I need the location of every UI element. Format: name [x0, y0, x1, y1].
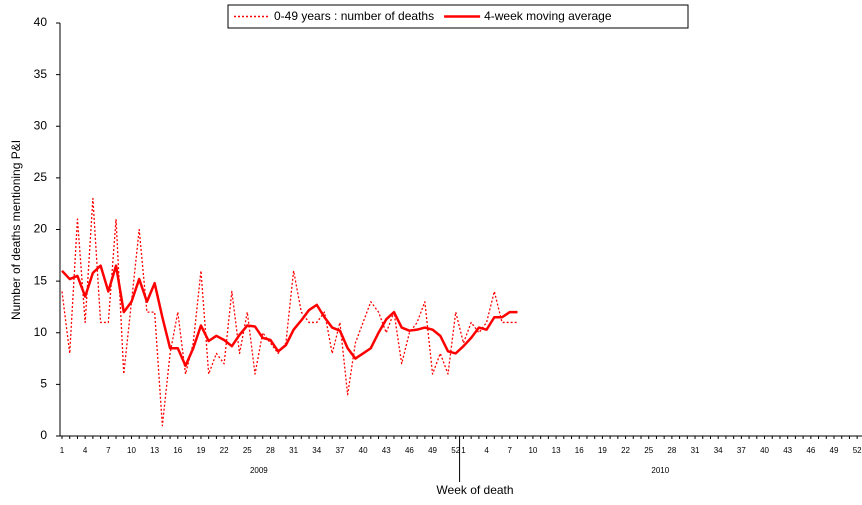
- x-tick-label: 37: [335, 446, 344, 455]
- x-tick-label: 22: [621, 446, 630, 455]
- x-tick-label: 16: [173, 446, 182, 455]
- x-tick-label: 4: [484, 446, 489, 455]
- x-tick-label: 46: [405, 446, 414, 455]
- y-tick-label: 40: [34, 15, 48, 29]
- y-tick-label: 25: [34, 170, 48, 184]
- x-tick-label: 19: [598, 446, 607, 455]
- x-tick-label: 40: [359, 446, 368, 455]
- x-group-label: 2009: [250, 466, 268, 475]
- x-tick-label: 25: [243, 446, 252, 455]
- x-tick-label: 28: [667, 446, 676, 455]
- x-tick-label: 43: [783, 446, 792, 455]
- x-tick-label: 31: [289, 446, 298, 455]
- x-tick-label: 25: [644, 446, 653, 455]
- legend-label: 0-49 years : number of deaths: [274, 9, 434, 23]
- x-tick-label: 43: [382, 446, 391, 455]
- x-axis-title: Week of death: [436, 483, 513, 497]
- x-tick-label: 7: [106, 446, 111, 455]
- x-tick-label: 34: [312, 446, 321, 455]
- x-tick-label: 37: [737, 446, 746, 455]
- y-tick-label: 0: [40, 428, 47, 442]
- series-line: [61, 264, 518, 368]
- x-tick-label: 28: [266, 446, 275, 455]
- x-tick-label: 4: [83, 446, 88, 455]
- y-tick-label: 20: [34, 222, 48, 236]
- x-tick-label: 52: [451, 446, 460, 455]
- x-tick-label: 34: [714, 446, 723, 455]
- x-tick-label: 22: [220, 446, 229, 455]
- x-tick-label: 49: [830, 446, 839, 455]
- x-tick-label: 52: [853, 446, 862, 455]
- x-tick-label: 7: [508, 446, 513, 455]
- y-tick-label: 15: [34, 273, 48, 287]
- y-axis-title: Number of deaths mentioning P&I: [9, 140, 23, 320]
- x-tick-label: 13: [552, 446, 561, 455]
- series-line: [61, 197, 518, 427]
- x-tick-label: 31: [691, 446, 700, 455]
- x-group-label: 2010: [651, 466, 669, 475]
- legend-label: 4-week moving average: [484, 9, 612, 23]
- x-tick-label: 19: [197, 446, 206, 455]
- x-tick-label: 1: [60, 446, 65, 455]
- y-tick-label: 30: [34, 118, 48, 132]
- x-tick-label: 10: [528, 446, 537, 455]
- x-tick-label: 16: [575, 446, 584, 455]
- x-tick-label: 40: [760, 446, 769, 455]
- x-tick-label: 13: [150, 446, 159, 455]
- x-tick-label: 1: [461, 446, 466, 455]
- y-tick-label: 10: [34, 325, 48, 339]
- y-tick-label: 5: [40, 377, 47, 391]
- x-tick-label: 10: [127, 446, 136, 455]
- x-tick-label: 46: [806, 446, 815, 455]
- x-tick-label: 49: [428, 446, 437, 455]
- y-tick-label: 35: [34, 67, 48, 81]
